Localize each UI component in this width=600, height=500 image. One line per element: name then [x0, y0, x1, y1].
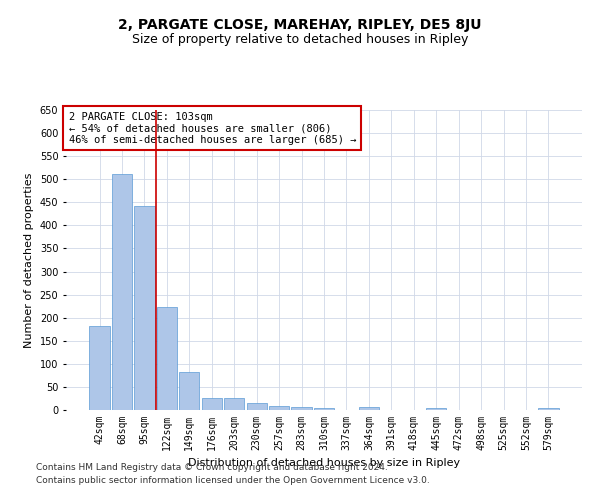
Bar — [179, 372, 199, 410]
Bar — [202, 398, 222, 410]
Bar — [224, 398, 244, 410]
Bar — [89, 326, 110, 410]
Text: 2 PARGATE CLOSE: 103sqm
← 54% of detached houses are smaller (806)
46% of semi-d: 2 PARGATE CLOSE: 103sqm ← 54% of detache… — [68, 112, 356, 144]
Bar — [247, 403, 267, 410]
Bar — [157, 306, 177, 410]
Text: Size of property relative to detached houses in Ripley: Size of property relative to detached ho… — [132, 32, 468, 46]
Bar — [292, 407, 311, 410]
Text: 2, PARGATE CLOSE, MAREHAY, RIPLEY, DE5 8JU: 2, PARGATE CLOSE, MAREHAY, RIPLEY, DE5 8… — [118, 18, 482, 32]
Text: Contains HM Land Registry data © Crown copyright and database right 2024.: Contains HM Land Registry data © Crown c… — [36, 464, 388, 472]
Bar — [426, 408, 446, 410]
Y-axis label: Number of detached properties: Number of detached properties — [24, 172, 34, 348]
Bar — [359, 407, 379, 410]
Text: Contains public sector information licensed under the Open Government Licence v3: Contains public sector information licen… — [36, 476, 430, 485]
X-axis label: Distribution of detached houses by size in Ripley: Distribution of detached houses by size … — [188, 458, 460, 468]
Bar — [112, 174, 132, 410]
Bar — [269, 406, 289, 410]
Bar — [538, 408, 559, 410]
Bar — [314, 408, 334, 410]
Bar — [134, 206, 155, 410]
